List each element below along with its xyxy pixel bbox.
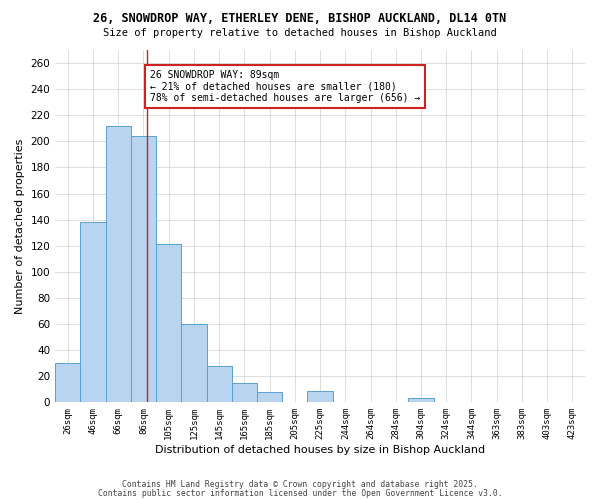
Bar <box>156 244 181 402</box>
Bar <box>409 398 434 402</box>
X-axis label: Distribution of detached houses by size in Bishop Auckland: Distribution of detached houses by size … <box>155 445 485 455</box>
Text: Contains HM Land Registry data © Crown copyright and database right 2025.: Contains HM Land Registry data © Crown c… <box>122 480 478 489</box>
Text: 26, SNOWDROP WAY, ETHERLEY DENE, BISHOP AUCKLAND, DL14 0TN: 26, SNOWDROP WAY, ETHERLEY DENE, BISHOP … <box>94 12 506 26</box>
Bar <box>181 324 206 402</box>
Bar <box>206 366 232 403</box>
Y-axis label: Number of detached properties: Number of detached properties <box>15 138 25 314</box>
Bar <box>257 392 282 402</box>
Bar <box>80 222 106 402</box>
Text: Size of property relative to detached houses in Bishop Auckland: Size of property relative to detached ho… <box>103 28 497 38</box>
Text: 26 SNOWDROP WAY: 89sqm
← 21% of detached houses are smaller (180)
78% of semi-de: 26 SNOWDROP WAY: 89sqm ← 21% of detached… <box>150 70 420 103</box>
Bar <box>307 390 332 402</box>
Bar <box>131 136 156 402</box>
Text: Contains public sector information licensed under the Open Government Licence v3: Contains public sector information licen… <box>98 489 502 498</box>
Bar <box>232 383 257 402</box>
Bar <box>106 126 131 402</box>
Bar <box>55 363 80 403</box>
